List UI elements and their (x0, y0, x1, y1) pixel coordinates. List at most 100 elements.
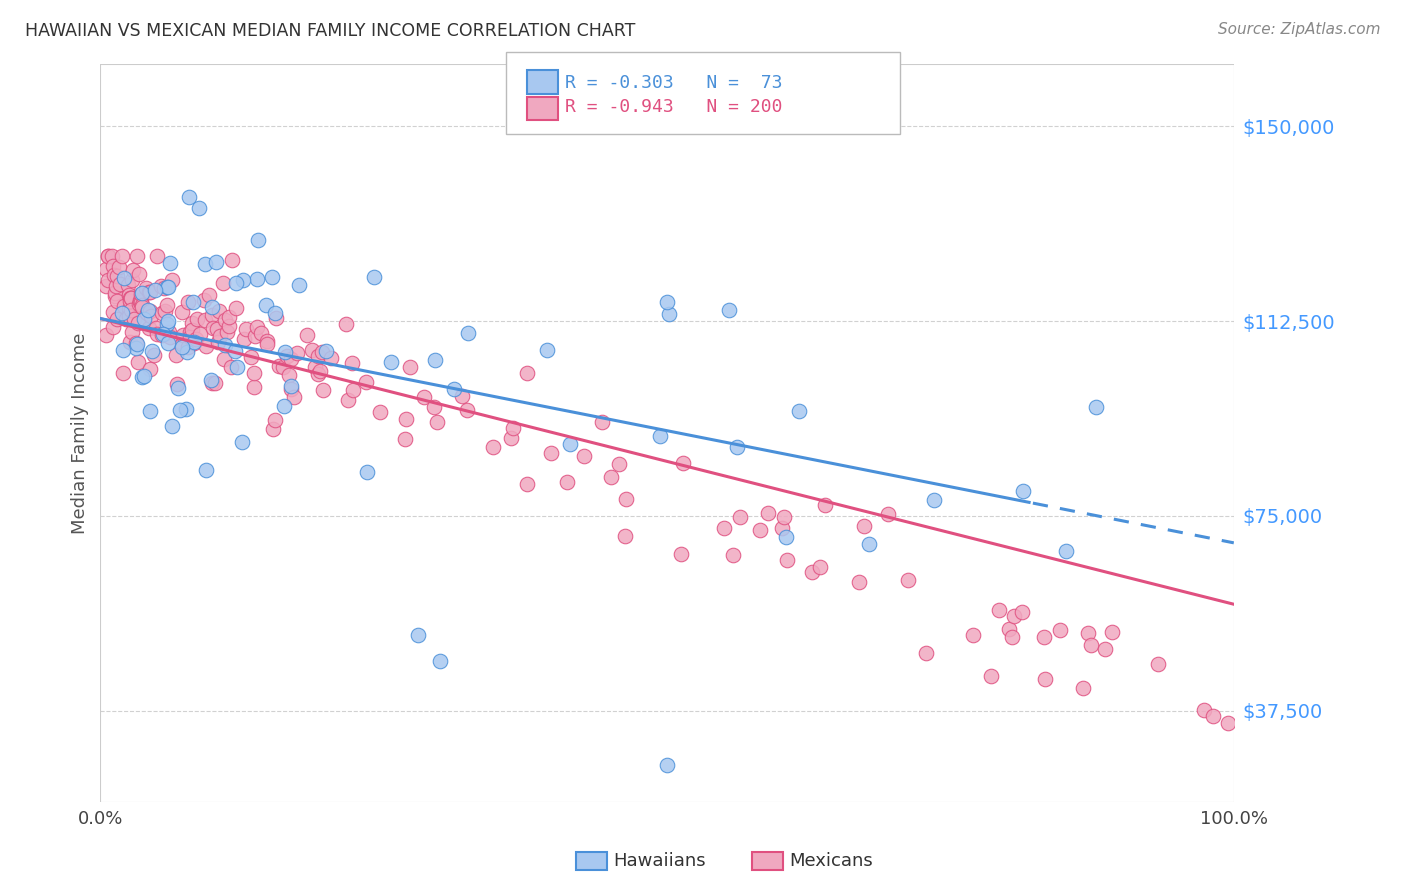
Point (262, 421, 284, 435)
Point (591, 415, 613, 429)
Point (998, 623, 1021, 637)
Point (980, 669, 1002, 683)
Point (280, 351, 302, 366)
Point (776, 553, 799, 567)
Point (276, 349, 298, 363)
Point (246, 271, 269, 285)
Point (169, 403, 191, 417)
Point (225, 276, 247, 290)
Point (607, 457, 630, 471)
Point (139, 285, 162, 299)
Point (1077, 626, 1099, 640)
Point (787, 403, 810, 417)
Point (146, 249, 169, 263)
Point (94, 278, 117, 293)
Point (194, 339, 217, 353)
Point (181, 323, 204, 337)
Point (141, 343, 163, 358)
Text: R = -0.303   N =  73: R = -0.303 N = 73 (565, 74, 783, 92)
Point (117, 277, 139, 292)
Point (156, 279, 179, 293)
Point (127, 316, 149, 330)
Text: R = -0.943   N = 200: R = -0.943 N = 200 (565, 98, 783, 116)
Point (150, 278, 173, 293)
Point (97, 249, 120, 263)
Text: Source: ZipAtlas.com: Source: ZipAtlas.com (1218, 22, 1381, 37)
Point (250, 326, 273, 341)
Point (456, 403, 478, 417)
Point (120, 334, 142, 349)
Point (150, 305, 173, 319)
Point (201, 321, 224, 335)
Text: Mexicans: Mexicans (789, 852, 873, 870)
Point (125, 341, 148, 355)
Point (177, 294, 200, 309)
Point (212, 352, 235, 367)
Point (101, 320, 124, 334)
Point (134, 369, 156, 384)
Point (97, 249, 120, 263)
Point (209, 329, 232, 343)
Point (120, 291, 142, 305)
Point (264, 311, 287, 326)
Point (482, 440, 505, 454)
Point (104, 279, 127, 293)
Point (264, 413, 287, 427)
Point (426, 416, 449, 430)
Point (614, 491, 637, 506)
Point (120, 291, 142, 305)
Point (155, 317, 177, 331)
Point (655, 295, 678, 310)
Point (713, 521, 735, 535)
Point (274, 345, 297, 359)
Point (104, 285, 127, 300)
Point (125, 249, 148, 263)
Point (157, 325, 180, 339)
Point (516, 477, 538, 491)
Point (177, 340, 200, 354)
Point (179, 325, 201, 339)
Point (219, 359, 242, 374)
Point (749, 523, 772, 537)
Point (135, 281, 157, 295)
Point (423, 400, 446, 414)
Point (131, 286, 153, 301)
Point (395, 412, 418, 426)
Point (655, 758, 678, 772)
Point (256, 334, 278, 348)
Point (94, 262, 117, 277)
Point (853, 519, 876, 533)
Point (152, 326, 174, 341)
Point (174, 401, 197, 416)
Point (131, 300, 153, 314)
Point (260, 270, 283, 285)
Point (800, 566, 823, 580)
Point (139, 303, 162, 318)
Point (118, 291, 141, 305)
Point (136, 302, 159, 317)
Point (672, 456, 695, 470)
Point (256, 337, 278, 351)
Point (184, 332, 207, 346)
Point (273, 359, 295, 374)
Point (721, 548, 744, 562)
Point (170, 305, 193, 319)
Point (423, 352, 446, 367)
Point (1001, 630, 1024, 644)
Point (195, 462, 218, 476)
Point (246, 319, 269, 334)
Point (187, 201, 209, 215)
Point (166, 377, 188, 392)
Point (287, 278, 309, 293)
Point (188, 326, 211, 341)
Point (115, 312, 138, 326)
Point (214, 337, 236, 351)
Point (277, 368, 299, 382)
Point (1202, 709, 1225, 723)
Point (536, 343, 558, 358)
Point (368, 404, 391, 418)
Point (131, 298, 153, 312)
Point (156, 314, 179, 328)
Point (138, 285, 160, 299)
Point (183, 334, 205, 349)
